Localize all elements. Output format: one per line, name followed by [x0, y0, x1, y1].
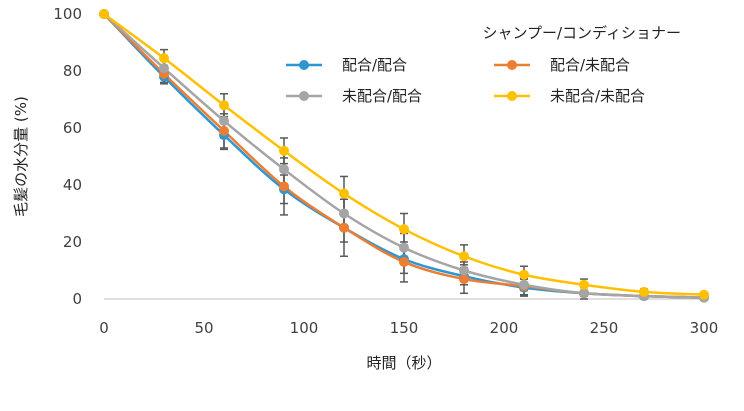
data-point: [699, 289, 709, 300]
data-point: [279, 145, 289, 156]
data-point: [519, 269, 529, 280]
data-point: [459, 265, 469, 276]
data-point: [159, 53, 169, 64]
data-point: [459, 274, 469, 285]
x-tick-label: 50: [194, 319, 213, 337]
legend-label: 配合/配合: [342, 56, 407, 74]
x-tick-label: 200: [490, 319, 519, 337]
data-point: [219, 100, 229, 111]
legend-item: 配合/未配合: [494, 56, 630, 74]
x-tick-label: 250: [590, 319, 619, 337]
legend-item: 未配合/配合: [286, 87, 422, 105]
legend-swatch-marker: [299, 60, 309, 70]
legend-swatch-marker: [507, 60, 517, 70]
x-tick-label: 100: [290, 319, 319, 337]
data-point: [459, 251, 469, 262]
data-point: [579, 288, 589, 299]
y-tick-label: 40: [63, 176, 82, 194]
series-points: [99, 9, 709, 303]
data-point: [339, 208, 349, 219]
x-tick-label: 300: [690, 319, 719, 337]
data-point: [99, 9, 109, 19]
series-line: [103, 12, 705, 296]
data-point: [339, 222, 349, 233]
data-point: [279, 181, 289, 192]
x-tick-label: 0: [99, 319, 109, 337]
data-point: [399, 242, 409, 253]
y-tick-label: 20: [63, 233, 82, 251]
legend-label: 配合/未配合: [550, 56, 630, 74]
data-point: [159, 63, 169, 74]
y-tick-label: 100: [53, 5, 82, 23]
y-tick-label: 0: [72, 290, 82, 308]
x-tick-label: 150: [390, 319, 419, 337]
legend-label: 未配合/配合: [342, 87, 422, 105]
series-line: [103, 13, 705, 299]
data-point: [219, 125, 229, 136]
data-point: [579, 279, 589, 290]
x-axis-title: 時間（秒）: [366, 354, 441, 372]
data-point: [519, 279, 529, 290]
data-point: [399, 256, 409, 267]
x-tick-labels: 0 50 100 150 200 250 300: [99, 319, 718, 337]
legend-swatch-marker: [507, 91, 517, 101]
legend-item: 配合/配合: [286, 56, 407, 74]
data-point: [639, 286, 649, 297]
series-lines: [103, 12, 705, 299]
data-point: [399, 224, 409, 235]
y-tick-label: 60: [63, 119, 82, 137]
y-tick-label: 80: [63, 62, 82, 80]
data-point: [279, 164, 289, 175]
y-tick-labels: 0 20 40 60 80 100: [53, 5, 82, 308]
legend-swatch-marker: [299, 91, 309, 101]
data-point: [219, 115, 229, 126]
data-point: [339, 188, 349, 199]
legend-title: シャンプー/コンディショナー: [482, 24, 681, 42]
legend-label: 未配合/未配合: [550, 87, 645, 105]
legend-item: 未配合/未配合: [494, 87, 645, 105]
y-axis-title: 毛髪の水分量 (%): [12, 96, 30, 217]
